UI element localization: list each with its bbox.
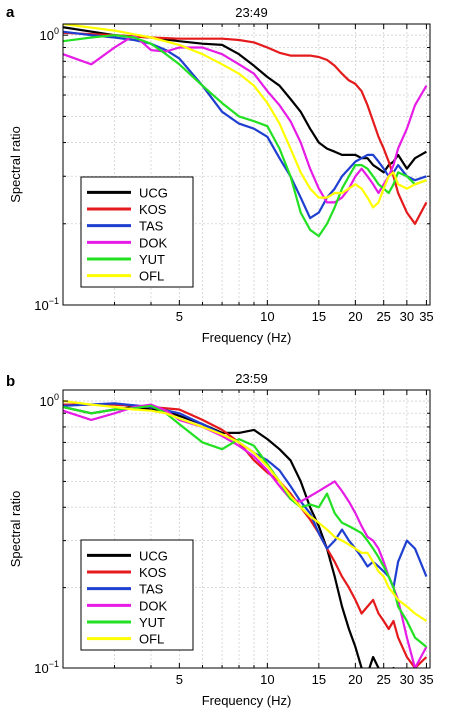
y-tick-label: 100 — [40, 392, 59, 409]
panel-title: 23:59 — [235, 371, 268, 386]
x-tick-label: 20 — [348, 309, 362, 324]
x-tick-label: 35 — [419, 672, 433, 687]
series-line-ofl — [63, 399, 428, 622]
legend-label-ofl: OFL — [139, 632, 164, 647]
x-axis-label: Frequency (Hz) — [202, 693, 292, 708]
x-tick-label: 35 — [419, 309, 433, 324]
series-line-yut — [63, 34, 427, 238]
panel-label: b — [6, 373, 15, 390]
x-tick-label: 20 — [348, 672, 362, 687]
x-axis-label: Frequency (Hz) — [202, 330, 292, 345]
legend-label-ucg: UCG — [139, 185, 168, 200]
series-line-yut — [63, 404, 428, 648]
x-tick-label: 30 — [400, 309, 414, 324]
x-tick-label: 5 — [176, 672, 183, 687]
series-group — [63, 399, 428, 668]
legend-label-tas: TAS — [139, 582, 164, 597]
x-tick-label: 5 — [176, 309, 183, 324]
legend-label-yut: YUT — [139, 615, 165, 630]
series-line-kos — [63, 403, 428, 668]
axes-frame — [62, 23, 431, 306]
legend-label-yut: YUT — [139, 252, 165, 267]
series-line-tas — [63, 30, 427, 220]
legend-box — [80, 176, 194, 288]
panel-title: 23:49 — [235, 5, 268, 20]
x-tick-label: 15 — [312, 672, 326, 687]
x-tick-label: 10 — [260, 672, 274, 687]
legend-label-dok: DOK — [139, 598, 168, 613]
y-tick-label: 10−1 — [34, 659, 59, 676]
series-line-kos — [63, 31, 428, 225]
x-tick-label: 25 — [376, 672, 390, 687]
legend-label-kos: KOS — [139, 202, 167, 217]
series-line-ofl — [63, 24, 427, 209]
legend-label-ofl: OFL — [139, 269, 164, 284]
x-tick-label: 30 — [400, 672, 414, 687]
y-tick-label: 10−1 — [34, 296, 59, 313]
panel-b: 5 10 15 20 25 30 35 100 10−1 Frequency (Hz) Spectr… — [6, 371, 434, 708]
x-tick-label: 15 — [312, 309, 326, 324]
legend-label-tas: TAS — [139, 219, 164, 234]
x-tick-label: 10 — [260, 309, 274, 324]
x-tick-label: 25 — [376, 309, 390, 324]
panel-label: a — [6, 4, 15, 21]
panel-a: 5 10 15 20 25 30 35 100 10−1 Frequency (Hz) Spectr… — [6, 4, 434, 345]
legend-label-ucg: UCG — [139, 548, 168, 563]
y-axis-label: Spectral ratio — [8, 126, 23, 203]
legend-label-dok: DOK — [139, 235, 168, 250]
legend-box — [80, 539, 194, 651]
axes-frame — [62, 389, 431, 669]
legend-label-kos: KOS — [139, 565, 167, 580]
y-axis-label: Spectral ratio — [8, 491, 23, 568]
series-group — [63, 24, 428, 238]
y-tick-label: 100 — [40, 26, 59, 43]
